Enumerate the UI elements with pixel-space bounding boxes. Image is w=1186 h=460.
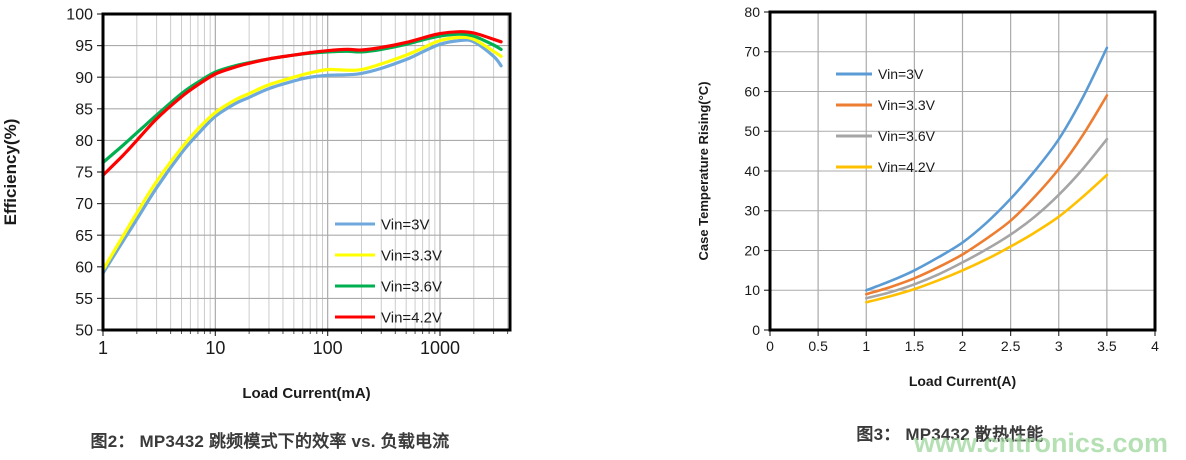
svg-text:10: 10 [744, 282, 760, 298]
svg-text:50: 50 [744, 123, 760, 139]
svg-text:Vin=3.6V: Vin=3.6V [381, 278, 442, 295]
svg-text:3.5: 3.5 [1097, 338, 1117, 354]
y-tick-labels: 50 55 60 65 70 75 80 85 90 95 100 [66, 7, 93, 340]
gridlines [764, 11, 1156, 336]
svg-text:60: 60 [744, 83, 760, 99]
plot-border [768, 10, 1157, 332]
svg-text:75: 75 [75, 165, 93, 182]
series-line-vin-3-3v [101, 35, 503, 272]
svg-text:10: 10 [205, 338, 225, 358]
svg-text:90: 90 [75, 70, 93, 87]
legend-item-vin-4-2v: Vin=4.2V [335, 309, 442, 326]
efficiency-chart: 50 55 60 65 70 75 80 85 90 95 100 1 10 100 1000 Load Cu… [1, 7, 512, 402]
legend-item-vin-3v: Vin=3V [836, 66, 924, 82]
series-line-vin-3v [865, 46, 1109, 292]
svg-text:70: 70 [75, 196, 93, 213]
svg-text:100: 100 [313, 338, 343, 358]
svg-text:85: 85 [75, 101, 93, 118]
svg-text:80: 80 [75, 133, 93, 150]
legend-item-vin-3-3v: Vin=3.3V [836, 97, 936, 113]
svg-text:1: 1 [862, 338, 870, 354]
svg-text:100: 100 [66, 7, 93, 24]
svg-text:95: 95 [75, 38, 93, 55]
svg-text:2.5: 2.5 [1001, 338, 1021, 354]
svg-text:1: 1 [98, 338, 108, 358]
legend-item-vin-3-3v: Vin=3.3V [335, 247, 442, 264]
figure-thermal: 0 10 20 30 40 50 60 70 80 0 0.5 1 1.5 2 2.5 3 3.5 4 Load C… [650, 0, 1186, 460]
svg-text:30: 30 [744, 203, 760, 219]
y-tick-labels: 0 10 20 30 40 50 60 70 80 [744, 4, 760, 338]
svg-text:0: 0 [766, 338, 774, 354]
gridlines [97, 13, 510, 336]
svg-text:40: 40 [744, 163, 760, 179]
thermal-chart: 0 10 20 30 40 50 60 70 80 0 0.5 1 1.5 2 2.5 3 3.5 4 Load C… [696, 4, 1159, 389]
legend-item-vin-3-6v: Vin=3.6V [836, 128, 936, 144]
svg-text:70: 70 [744, 44, 760, 60]
svg-text:20: 20 [744, 242, 760, 258]
x-axis-title: Load Current(A) [909, 373, 1016, 389]
svg-text:0: 0 [752, 322, 760, 338]
legend: Vin=3V Vin=3.3V Vin=3.6V Vin=4.2V [335, 216, 442, 326]
watermark: www.cntronics.com [913, 428, 1168, 458]
figure3-caption: 图3： MP3432 散热性能 [856, 425, 1044, 444]
svg-text:Vin=3.3V: Vin=3.3V [878, 97, 936, 113]
legend-item-vin-4-2v: Vin=4.2V [836, 159, 936, 175]
series-line-vin-4-2v [865, 173, 1109, 304]
svg-text:80: 80 [744, 4, 760, 20]
svg-text:65: 65 [75, 228, 93, 245]
y-axis-title: Case Temperature Rising(°C) [696, 81, 711, 260]
legend-item-vin-3-6v: Vin=3.6V [335, 278, 442, 295]
svg-text:0.5: 0.5 [808, 338, 828, 354]
x-tick-labels: 0 0.5 1 1.5 2 2.5 3 3.5 4 [766, 338, 1159, 354]
plot-border [101, 12, 512, 332]
figure-efficiency: 50 55 60 65 70 75 80 85 90 95 100 1 10 100 1000 Load Cu… [0, 0, 540, 460]
svg-text:Vin=3V: Vin=3V [878, 66, 924, 82]
series-line-vin-3-3v [865, 94, 1109, 296]
svg-text:2: 2 [959, 338, 967, 354]
svg-text:3: 3 [1055, 338, 1063, 354]
svg-text:55: 55 [75, 291, 93, 308]
series-line-vin-4-2v [101, 30, 503, 177]
svg-text:Vin=4.2V: Vin=4.2V [878, 159, 936, 175]
svg-text:1.5: 1.5 [905, 338, 925, 354]
svg-text:60: 60 [75, 259, 93, 276]
svg-text:4: 4 [1151, 338, 1159, 354]
series-line-vin-3v [101, 38, 503, 275]
figure2-caption: 图2： MP3432 跳频模式下的效率 vs. 负载电流 [90, 432, 450, 451]
svg-text:Vin=3.3V: Vin=3.3V [381, 247, 442, 264]
svg-text:1000: 1000 [420, 338, 460, 358]
svg-text:50: 50 [75, 323, 93, 340]
svg-text:Vin=3.6V: Vin=3.6V [878, 128, 936, 144]
series-line-vin-3-6v [865, 137, 1109, 300]
legend-item-vin-3v: Vin=3V [335, 216, 430, 233]
legend: Vin=3V Vin=3.3V Vin=3.6V Vin=4.2V [836, 66, 936, 175]
y-axis-title: Efficiency(%) [1, 119, 20, 226]
svg-text:Vin=3V: Vin=3V [381, 216, 430, 233]
x-axis-title: Load Current(mA) [242, 385, 370, 402]
svg-text:Vin=4.2V: Vin=4.2V [381, 309, 442, 326]
x-tick-labels: 1 10 100 1000 [98, 338, 460, 358]
